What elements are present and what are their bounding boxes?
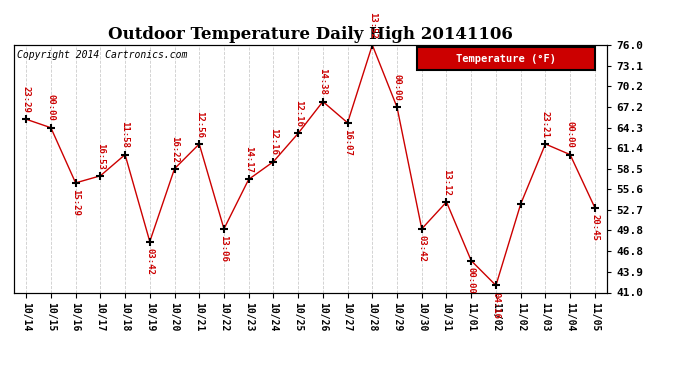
- Text: 14:38: 14:38: [318, 68, 327, 95]
- Text: 00:00: 00:00: [46, 94, 55, 122]
- Text: 11:58: 11:58: [121, 122, 130, 148]
- Text: 03:42: 03:42: [417, 235, 426, 262]
- Text: 20:45: 20:45: [591, 214, 600, 241]
- Text: 16:53: 16:53: [96, 142, 105, 170]
- Text: 13:06: 13:06: [219, 235, 228, 262]
- Text: 04:16: 04:16: [491, 292, 500, 319]
- Text: 00:00: 00:00: [393, 74, 402, 101]
- Text: 15:29: 15:29: [71, 189, 80, 216]
- Text: 12:16: 12:16: [294, 100, 303, 127]
- Text: 13:52: 13:52: [368, 12, 377, 39]
- Title: Outdoor Temperature Daily High 20141106: Outdoor Temperature Daily High 20141106: [108, 27, 513, 44]
- Text: Copyright 2014 Cartronics.com: Copyright 2014 Cartronics.com: [17, 50, 187, 60]
- Text: 13:12: 13:12: [442, 169, 451, 196]
- Text: 00:00: 00:00: [566, 122, 575, 148]
- FancyBboxPatch shape: [417, 48, 595, 70]
- Text: 12:56: 12:56: [195, 111, 204, 138]
- Text: 16:07: 16:07: [343, 129, 352, 156]
- Text: 23:21: 23:21: [541, 111, 550, 138]
- Text: 16:22: 16:22: [170, 135, 179, 162]
- Text: 14:17: 14:17: [244, 146, 253, 173]
- Text: 23:29: 23:29: [21, 86, 30, 113]
- Text: 12:16: 12:16: [269, 129, 278, 155]
- Text: 03:42: 03:42: [146, 248, 155, 275]
- Text: 00:00: 00:00: [466, 267, 475, 294]
- Text: Temperature (°F): Temperature (°F): [456, 54, 556, 64]
